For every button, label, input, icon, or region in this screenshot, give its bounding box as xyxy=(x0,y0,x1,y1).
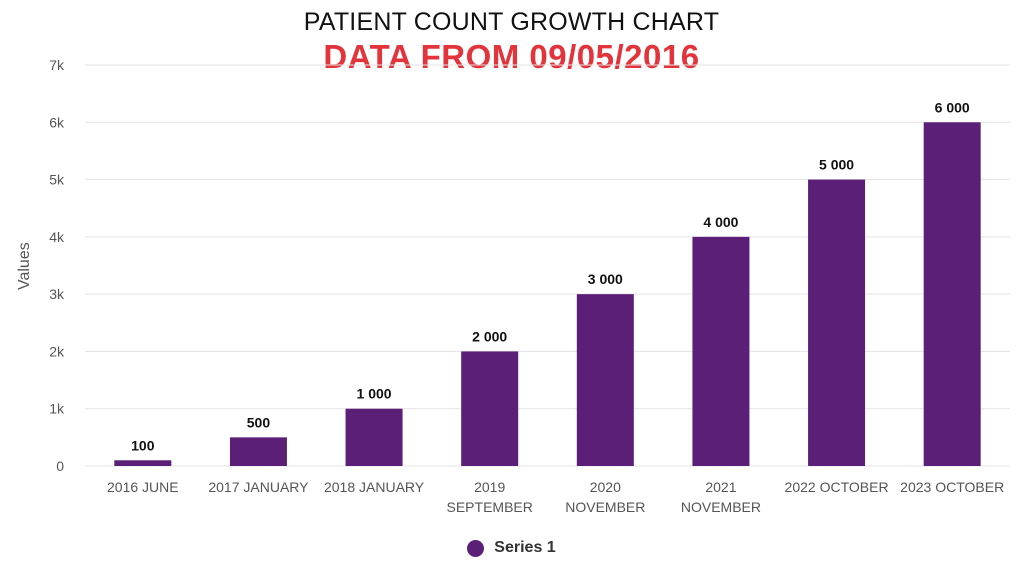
x-tick-label: 2018 JANUARY xyxy=(324,479,425,495)
y-tick-label: 0 xyxy=(56,458,64,474)
x-tick-label: 2021 NOVEMBER xyxy=(681,479,761,515)
data-label: 500 xyxy=(247,414,271,430)
legend: Series 1 xyxy=(0,539,1023,557)
bar xyxy=(345,408,403,466)
bar xyxy=(114,460,172,466)
y-tick-label: 5k xyxy=(49,172,65,188)
bar xyxy=(923,122,981,467)
y-tick-label: 3k xyxy=(49,286,65,302)
x-tick-label: 2022 OCTOBER xyxy=(785,479,889,495)
data-label: 1 000 xyxy=(357,386,392,402)
x-tick-label: 2020 NOVEMBER xyxy=(565,479,645,515)
chart-subtitle: DATA FROM 09/05/2016 xyxy=(323,38,700,75)
x-tick-label: 2023 OCTOBER xyxy=(900,479,1004,495)
y-tick-label: 1k xyxy=(49,401,65,417)
data-label: 100 xyxy=(131,437,155,453)
y-tick-label: 7k xyxy=(49,57,65,73)
x-tick-label: 2019 SEPTEMBER xyxy=(447,479,533,515)
bar xyxy=(229,437,287,466)
y-tick-label: 6k xyxy=(49,114,65,130)
x-tick-label: 2016 JUNE xyxy=(107,479,179,495)
legend-marker xyxy=(467,539,485,557)
bar xyxy=(461,351,519,466)
data-label: 6 000 xyxy=(935,99,970,115)
data-label: 5 000 xyxy=(819,157,854,173)
data-label: 2 000 xyxy=(472,328,507,344)
bar xyxy=(692,236,750,466)
data-label: 4 000 xyxy=(703,214,738,230)
x-tick-label: 2017 JANUARY xyxy=(208,479,309,495)
y-tick-label: 4k xyxy=(49,229,65,245)
bar xyxy=(808,179,866,467)
y-tick-label: 2k xyxy=(49,343,65,359)
legend-label: Series 1 xyxy=(494,539,556,556)
bar xyxy=(576,294,634,466)
data-label: 3 000 xyxy=(588,271,623,287)
chart-title: PATIENT COUNT GROWTH CHART xyxy=(303,8,720,36)
